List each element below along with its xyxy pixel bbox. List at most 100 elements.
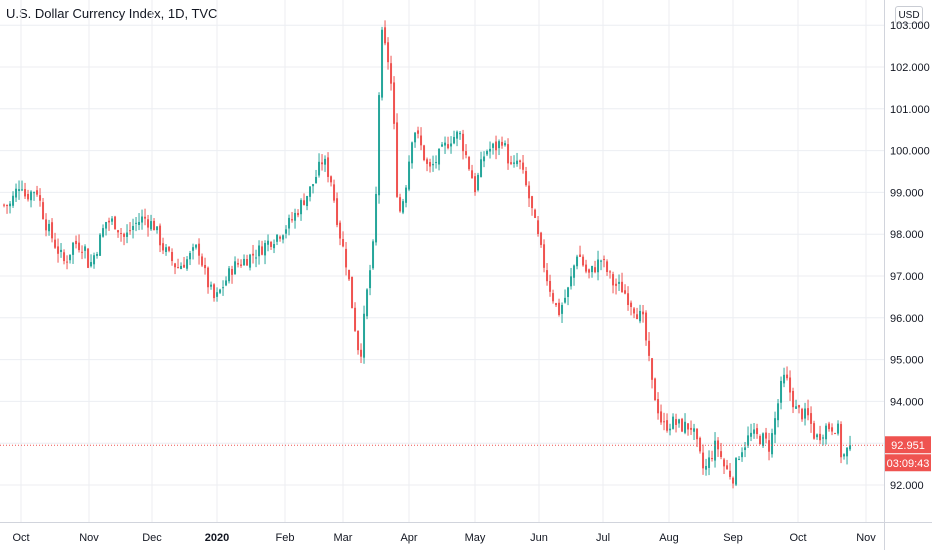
candle-body <box>246 259 249 266</box>
candle-body <box>507 144 510 164</box>
candle-body <box>678 419 681 424</box>
candle-body <box>837 423 840 434</box>
candle-body <box>513 162 516 164</box>
candle-body <box>72 242 75 255</box>
y-tick-label: 92.000 <box>890 480 924 492</box>
candle-body <box>9 203 12 207</box>
candle-body <box>147 219 150 228</box>
candle-body <box>645 312 648 341</box>
candle-body <box>732 477 735 484</box>
candle-body <box>96 254 99 256</box>
candle-body <box>174 263 177 268</box>
candle-body <box>270 241 273 247</box>
candle-body <box>99 234 102 256</box>
candle-body <box>294 212 297 221</box>
candle-body <box>813 423 816 439</box>
candle-body <box>444 142 447 146</box>
candle-body <box>762 433 765 447</box>
x-tick-label: Nov <box>856 532 876 544</box>
candle-body <box>291 219 294 221</box>
candle-body <box>582 256 585 266</box>
candle-body <box>600 260 603 262</box>
candle-body <box>81 251 84 253</box>
candle-body <box>672 416 675 429</box>
candle-body <box>237 263 240 265</box>
candle-body <box>90 262 93 267</box>
candle-body <box>627 293 630 306</box>
candle-body <box>411 142 414 164</box>
candle-body <box>429 162 432 167</box>
candle-body <box>480 159 483 177</box>
x-tick-label: 2020 <box>205 532 229 544</box>
candle-body <box>117 230 120 233</box>
candle-body <box>261 246 264 255</box>
candle-body <box>573 265 576 278</box>
candle-body <box>777 403 780 421</box>
candle-body <box>471 170 474 179</box>
candle-body <box>750 432 753 437</box>
candle-body <box>240 264 243 266</box>
candle-body <box>708 457 711 468</box>
candle-body <box>450 143 453 147</box>
candle-body <box>378 95 381 196</box>
candle-body <box>6 205 9 207</box>
candle-body <box>768 440 771 452</box>
candle-body <box>393 82 396 124</box>
candle-body <box>333 184 336 201</box>
candle-body <box>741 452 744 458</box>
candle-body <box>381 29 384 98</box>
candle-body <box>546 270 549 282</box>
candle-body <box>771 433 774 455</box>
candle-body <box>66 261 69 263</box>
candle-body <box>183 264 186 268</box>
candle-body <box>78 242 81 251</box>
candle-body <box>51 222 54 239</box>
candle-body <box>531 196 534 209</box>
candle-body <box>510 162 513 164</box>
candle-body <box>45 219 48 231</box>
y-tick-label: 94.000 <box>890 396 924 408</box>
currency-unit-button[interactable]: USD <box>895 6 923 24</box>
candle-body <box>426 159 429 164</box>
x-tick-label: Jul <box>596 532 610 544</box>
candle-body <box>537 220 540 234</box>
candle-body <box>735 458 738 485</box>
candle-body <box>594 267 597 273</box>
candle-body <box>789 377 792 393</box>
candle-body <box>207 267 210 288</box>
candle-body <box>84 246 87 251</box>
candle-body <box>33 192 36 194</box>
candle-body <box>663 421 666 423</box>
candle-body <box>588 269 591 273</box>
candle-body <box>399 197 402 212</box>
candle-body <box>783 374 786 384</box>
candle-body <box>276 234 279 242</box>
candle-body <box>417 130 420 134</box>
candle-body <box>132 225 135 231</box>
candle-body <box>177 267 180 269</box>
candle-body <box>846 447 849 457</box>
candle-body <box>441 144 444 147</box>
candle-body <box>642 311 645 315</box>
candle-body <box>738 458 741 460</box>
x-tick-label: Nov <box>79 532 99 544</box>
candle-body <box>696 428 699 440</box>
candle-body <box>363 313 366 358</box>
candle-body <box>576 256 579 267</box>
candle-body <box>657 399 660 414</box>
candle-body <box>273 244 276 249</box>
candle-body <box>234 261 237 275</box>
candle-body <box>366 289 369 317</box>
candle-body <box>603 259 606 261</box>
x-tick-label: Oct <box>789 532 806 544</box>
countdown-label-bg <box>885 454 931 472</box>
candle-body <box>693 428 696 432</box>
candle-body <box>549 280 552 292</box>
candle-body <box>390 63 393 84</box>
candle-body <box>483 156 486 162</box>
candle-body <box>57 246 60 254</box>
candle-body <box>330 176 333 183</box>
candle-body <box>222 287 225 289</box>
candle-body <box>816 434 819 438</box>
